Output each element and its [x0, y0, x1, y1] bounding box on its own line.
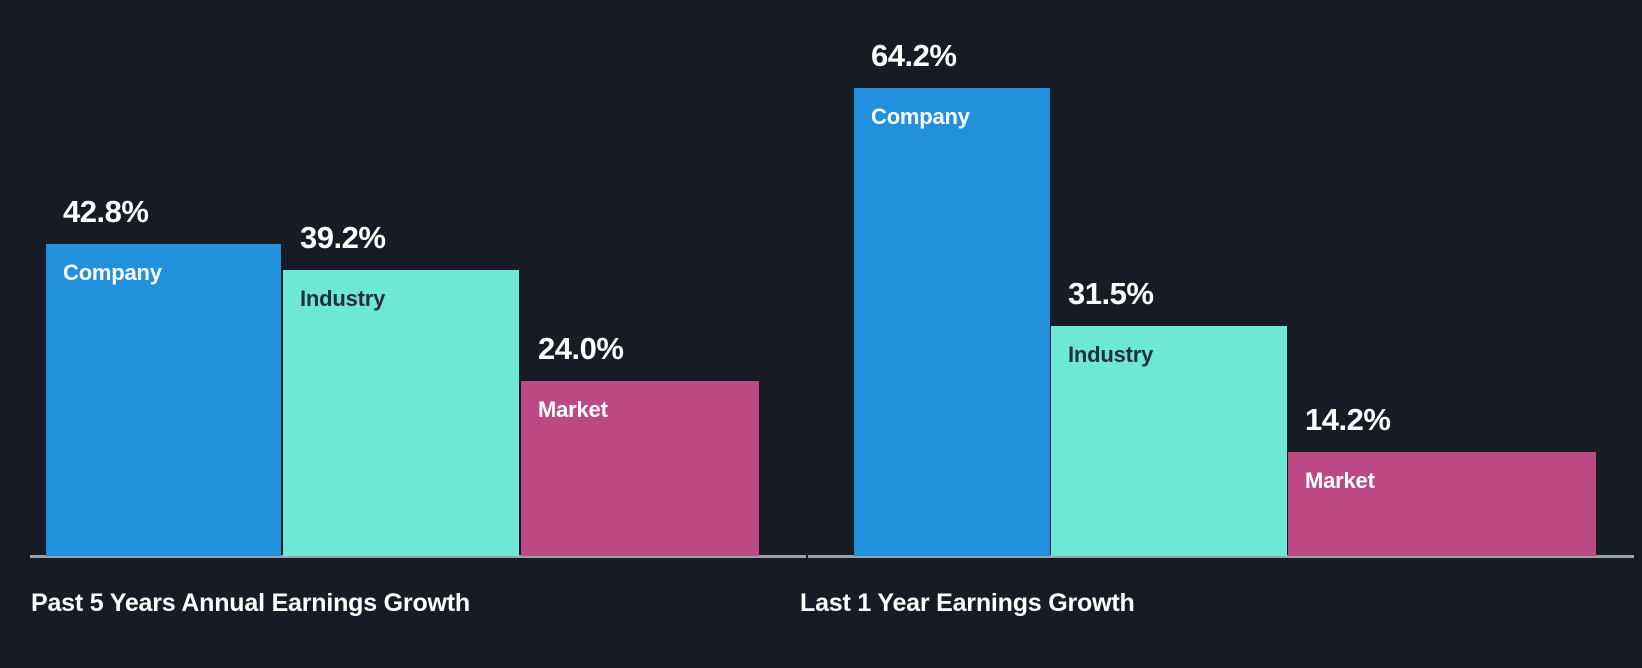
bar-value-market: 24.0%	[538, 331, 624, 367]
chart-panel-past-5-years: 42.8% Company 39.2% Industry 24.0% Marke…	[0, 0, 806, 668]
bar-company[interactable]: Company	[854, 87, 1050, 556]
bar-name-industry: Industry	[300, 286, 386, 312]
plot-area-last-1-year: 64.2% Company 31.5% Industry 14.2% Marke…	[800, 0, 1642, 558]
x-axis-line	[30, 555, 806, 558]
bar-name-industry: Industry	[1068, 342, 1154, 368]
bar-industry[interactable]: Industry	[1051, 326, 1287, 556]
bar-industry[interactable]: Industry	[283, 270, 519, 556]
chart-panel-last-1-year: 64.2% Company 31.5% Industry 14.2% Marke…	[800, 0, 1642, 668]
bar-value-company: 64.2%	[871, 37, 957, 73]
bar-name-company: Company	[871, 103, 970, 129]
bar-value-industry: 39.2%	[300, 220, 386, 256]
plot-area-past-5-years: 42.8% Company 39.2% Industry 24.0% Marke…	[0, 0, 806, 558]
bar-value-market: 14.2%	[1305, 402, 1391, 438]
bar-value-industry: 31.5%	[1068, 276, 1154, 312]
bar-name-market: Market	[538, 397, 608, 423]
bar-market[interactable]: Market	[1288, 452, 1596, 556]
x-axis-line	[808, 555, 1634, 558]
bar-name-market: Market	[1305, 468, 1375, 494]
bar-value-company: 42.8%	[63, 193, 149, 229]
chart-title-last-1-year: Last 1 Year Earnings Growth	[800, 589, 1135, 617]
bar-market[interactable]: Market	[521, 381, 759, 556]
bar-name-company: Company	[63, 260, 162, 285]
bar-company[interactable]: Company	[46, 244, 281, 556]
chart-title-past-5-years: Past 5 Years Annual Earnings Growth	[31, 589, 470, 617]
